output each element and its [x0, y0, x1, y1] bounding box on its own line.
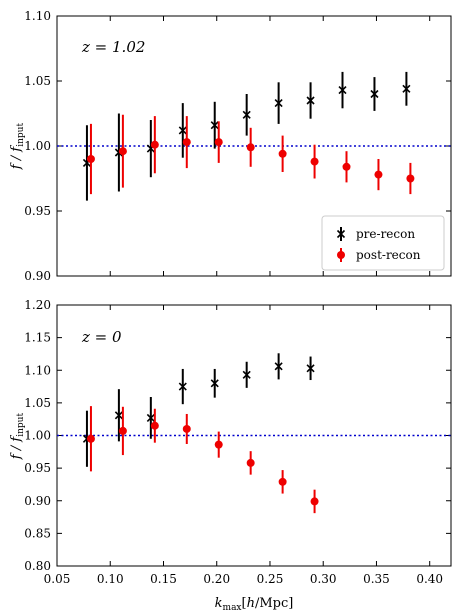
post-recon-point: [118, 426, 127, 435]
post-recon-point: [278, 477, 287, 486]
top-y-axis-label: f / finput: [9, 123, 26, 171]
pre-recon-point: [178, 126, 187, 135]
pre-recon-point: [210, 121, 219, 130]
post-recon-point: [214, 440, 223, 449]
x-tick-label: 0.20: [203, 572, 230, 586]
post-recon-point: [406, 174, 415, 183]
bottom-y-tick-label: 1.00: [24, 429, 51, 443]
bottom-y-tick-label: 1.20: [24, 298, 51, 312]
bottom-data-marks: [82, 353, 319, 514]
x-tick-label: 0.05: [44, 572, 71, 586]
x-tick-label: 0.30: [310, 572, 337, 586]
top-y-tick-label: 0.90: [24, 269, 51, 283]
legend-box: [321, 215, 445, 271]
pre-recon-point: [306, 364, 315, 373]
bottom-y-tick-label: 1.05: [24, 396, 51, 410]
pre-recon-point: [114, 411, 123, 420]
post-recon-point: [118, 147, 127, 156]
bottom-y-tick-label: 0.90: [24, 494, 51, 508]
top-y-tick-label: 1.05: [24, 74, 51, 88]
top-y-tick-label: 1.10: [24, 9, 51, 23]
x-tick-label: 0.40: [416, 572, 443, 586]
post-recon-point: [310, 157, 319, 166]
top-x-ticks: [56, 16, 431, 276]
pre-recon-point: [306, 96, 315, 105]
legend-post-recon-label: post-recon: [356, 248, 421, 262]
top-y-tick-label: 1.00: [24, 139, 51, 153]
post-recon-point: [150, 140, 159, 149]
x-tick-label: 0.10: [97, 572, 124, 586]
pre-recon-point: [178, 382, 187, 391]
pre-recon-point: [338, 86, 347, 95]
post-recon-point: [150, 421, 159, 430]
post-recon-point: [214, 138, 223, 147]
post-recon-point: [86, 434, 95, 443]
pre-recon-point: [402, 84, 411, 93]
post-recon-point: [246, 458, 255, 467]
pre-recon-point: [242, 110, 251, 119]
pre-recon-point: [274, 99, 283, 108]
bottom-x-ticks: 0.05 0.10 0.15 0.20 0.25 0.30 0.35 0.40: [44, 305, 443, 586]
pre-recon-point: [370, 89, 379, 99]
top-data-marks: [82, 71, 415, 201]
top-panel: 0.90 0.95 1.00 1.05 1.10 z = 1.02 f / finput…: [9, 9, 452, 283]
x-tick-label: 0.25: [257, 572, 284, 586]
x-axis-label: kmax[h/Mpc]: [215, 596, 294, 613]
post-recon-point: [246, 143, 255, 152]
post-recon-point: [182, 424, 191, 433]
x-tick-label: 0.35: [363, 572, 390, 586]
bottom-y-ticks: 0.80 0.85 0.90 0.95 1.00 1.05 1.10 1.15 1.20: [24, 298, 451, 573]
pre-recon-point: [210, 379, 219, 388]
top-y-tick-label: 0.95: [24, 204, 51, 218]
bottom-y-tick-label: 1.15: [24, 331, 51, 345]
post-recon-point: [374, 170, 383, 179]
legend-pre-recon-label: pre-recon: [356, 227, 415, 241]
bottom-y-tick-label: 0.80: [24, 559, 51, 573]
bottom-panel: 0.80 0.85 0.90 0.95 1.00 1.05 1.10 1.15 1.20 0.0…: [9, 298, 452, 613]
post-recon-point: [182, 138, 191, 147]
post-recon-point: [86, 155, 95, 163]
legend: pre-recon post-recon: [321, 215, 445, 271]
top-redshift-annotation: z = 1.02: [81, 38, 145, 56]
legend-post-recon-marker: [337, 248, 345, 262]
post-recon-point: [342, 162, 351, 171]
bottom-redshift-annotation: z = 0: [81, 328, 122, 346]
post-recon-point: [278, 149, 287, 158]
pre-recon-point: [146, 413, 155, 422]
bottom-y-tick-label: 0.85: [24, 526, 51, 540]
bottom-y-tick-label: 1.10: [24, 363, 51, 377]
legend-pre-recon-marker: [336, 227, 346, 241]
post-recon-point: [310, 497, 319, 506]
pre-recon-point: [274, 362, 283, 371]
top-y-ticks: 0.90 0.95 1.00 1.05 1.10: [24, 9, 451, 283]
x-tick-label: 0.15: [150, 572, 177, 586]
pre-recon-point: [242, 370, 251, 379]
bottom-y-tick-label: 0.95: [24, 461, 51, 475]
bottom-y-axis-label: f / finput: [9, 413, 26, 461]
